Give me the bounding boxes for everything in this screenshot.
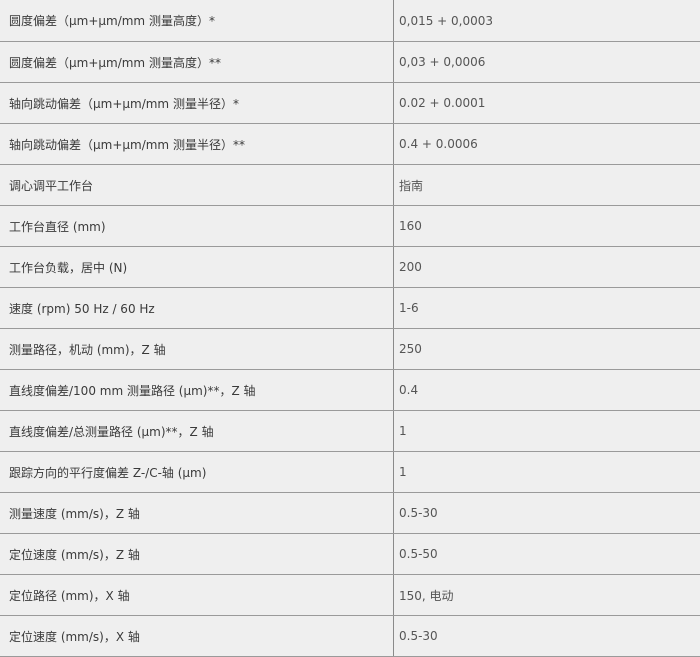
spec-value: 1-6 — [394, 288, 700, 329]
spec-value: 200 — [394, 247, 700, 288]
spec-value: 160 — [394, 206, 700, 247]
spec-value: 0.5-30 — [394, 493, 700, 534]
spec-value: 0.5-50 — [394, 534, 700, 575]
spec-label: 定位路径 (mm)，X 轴 — [0, 575, 394, 616]
spec-label: 直线度偏差/总测量路径 (μm)**，Z 轴 — [0, 411, 394, 452]
table-row: 圆度偏差（μm+μm/mm 测量高度）*0,015 + 0,0003 — [0, 0, 700, 42]
spec-value: 0,015 + 0,0003 — [394, 0, 700, 42]
table-row: 轴向跳动偏差（μm+μm/mm 测量半径）**0.4 + 0.0006 — [0, 124, 700, 165]
spec-value: 0,03 + 0,0006 — [394, 42, 700, 83]
spec-value: 0.5-30 — [394, 616, 700, 657]
spec-label: 测量路径，机动 (mm)，Z 轴 — [0, 329, 394, 370]
spec-label: 圆度偏差（μm+μm/mm 测量高度）** — [0, 42, 394, 83]
spec-label: 测量速度 (mm/s)，Z 轴 — [0, 493, 394, 534]
spec-label: 速度 (rpm) 50 Hz / 60 Hz — [0, 288, 394, 329]
spec-label: 工作台直径 (mm) — [0, 206, 394, 247]
table-row: 圆度偏差（μm+μm/mm 测量高度）**0,03 + 0,0006 — [0, 42, 700, 83]
spec-value: 1 — [394, 411, 700, 452]
spec-value: 0.4 — [394, 370, 700, 411]
table-row: 调心调平工作台指南 — [0, 165, 700, 206]
spec-label: 轴向跳动偏差（μm+μm/mm 测量半径）** — [0, 124, 394, 165]
spec-label: 调心调平工作台 — [0, 165, 394, 206]
spec-value: 指南 — [394, 165, 700, 206]
spec-value: 0.4 + 0.0006 — [394, 124, 700, 165]
table-row: 工作台负载，居中 (N)200 — [0, 247, 700, 288]
spec-label: 轴向跳动偏差（μm+μm/mm 测量半径）* — [0, 83, 394, 124]
spec-value: 250 — [394, 329, 700, 370]
spec-label: 定位速度 (mm/s)，Z 轴 — [0, 534, 394, 575]
spec-value: 0.02 + 0.0001 — [394, 83, 700, 124]
table-row: 轴向跳动偏差（μm+μm/mm 测量半径）*0.02 + 0.0001 — [0, 83, 700, 124]
spec-label: 直线度偏差/100 mm 测量路径 (μm)**，Z 轴 — [0, 370, 394, 411]
spec-label: 定位速度 (mm/s)，X 轴 — [0, 616, 394, 657]
spec-value: 1 — [394, 452, 700, 493]
spec-value: 150, 电动 — [394, 575, 700, 616]
table-row: 跟踪方向的平行度偏差 Z-/C-轴 (μm)1 — [0, 452, 700, 493]
spec-label: 圆度偏差（μm+μm/mm 测量高度）* — [0, 0, 394, 42]
spec-label: 工作台负载，居中 (N) — [0, 247, 394, 288]
table-row: 工作台直径 (mm)160 — [0, 206, 700, 247]
spec-label: 跟踪方向的平行度偏差 Z-/C-轴 (μm) — [0, 452, 394, 493]
